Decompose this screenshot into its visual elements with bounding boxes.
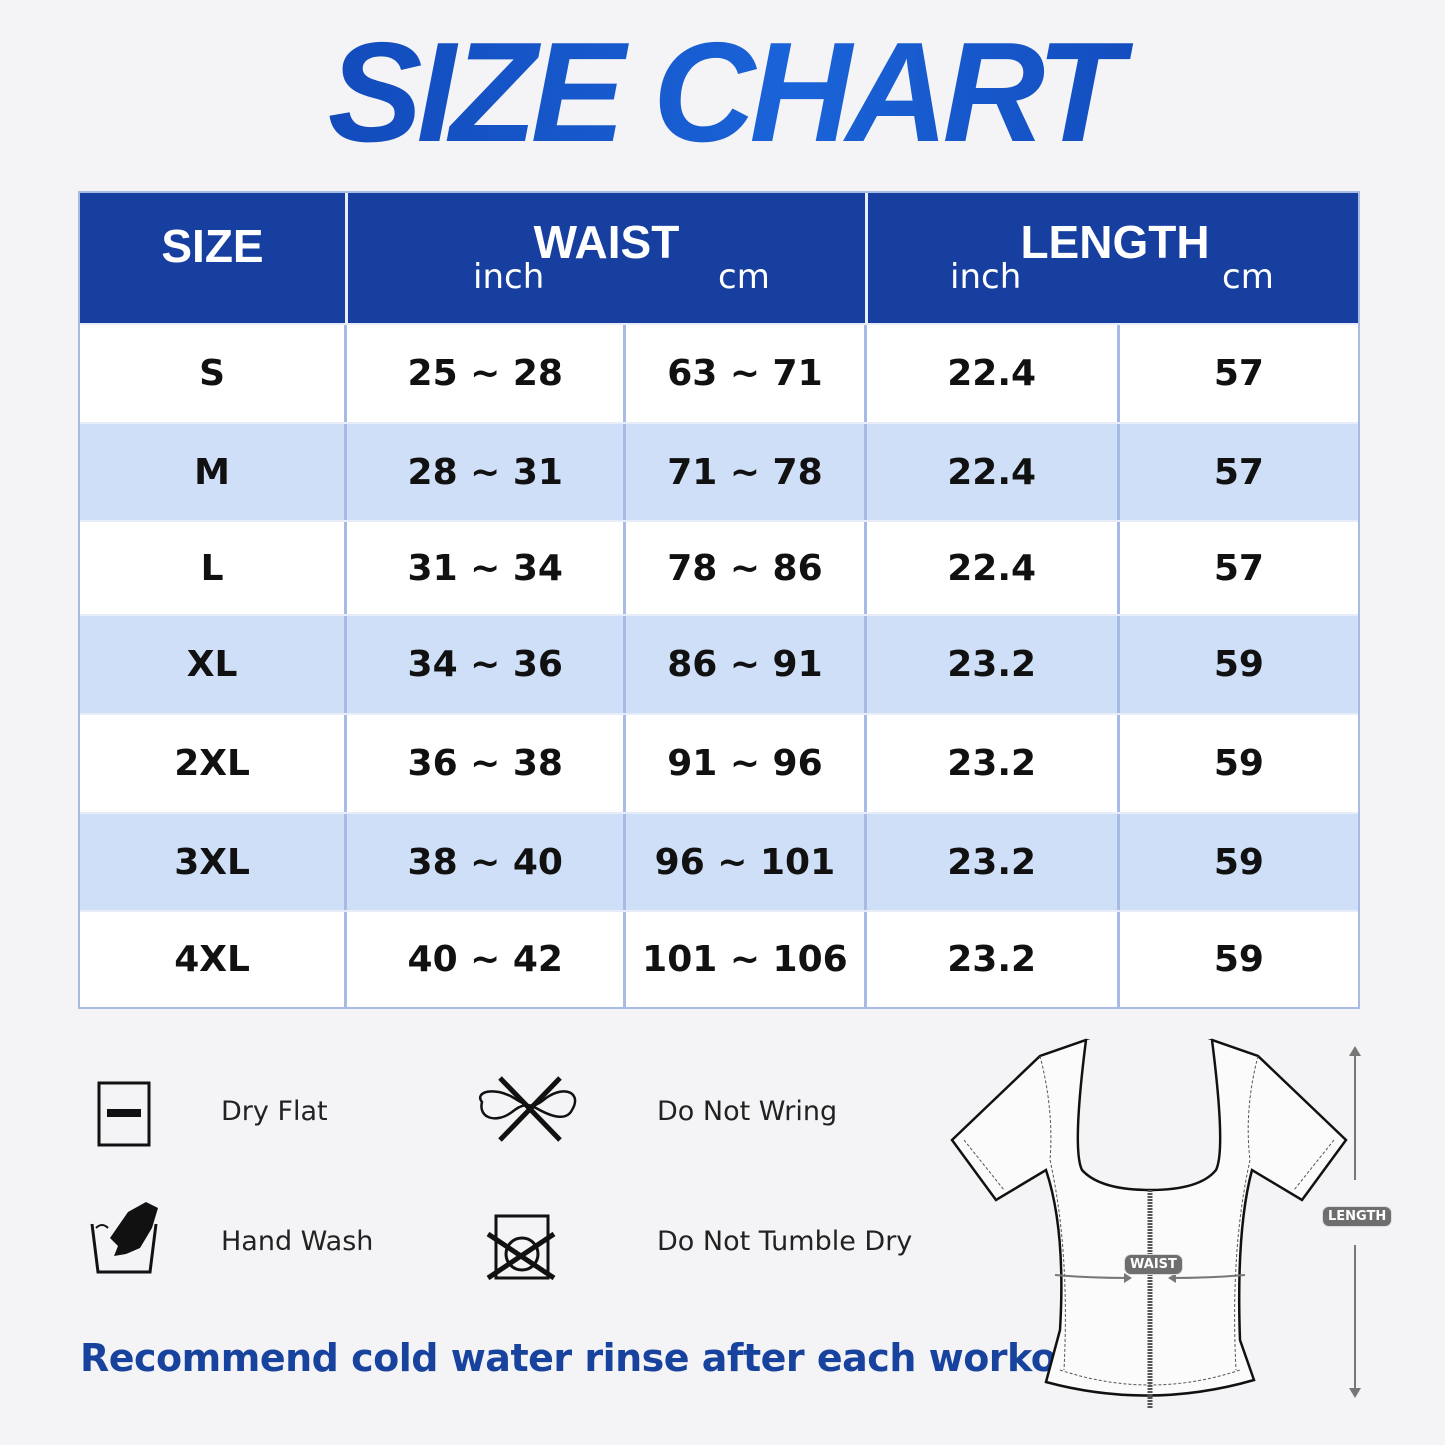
table-row: M 28 ~ 31 71 ~ 78 22.4 57 — [80, 422, 1358, 520]
cell-waist-inch: 28 ~ 31 — [347, 424, 627, 520]
cell-size: 3XL — [80, 814, 348, 910]
page-title: SIZE CHART — [0, 18, 1445, 168]
length-unit-inch: inch — [950, 257, 1022, 297]
cell-size: 4XL — [80, 912, 348, 1007]
table-row: 3XL 38 ~ 40 96 ~ 101 23.2 59 — [80, 812, 1358, 910]
header-size-label: SIZE — [161, 220, 264, 272]
cell-length-inch: 23.2 — [867, 715, 1120, 812]
waist-label: WAIST — [1124, 1254, 1183, 1275]
cell-size: 2XL — [80, 715, 348, 812]
dry-flat-icon — [97, 1081, 151, 1147]
cell-size: XL — [80, 616, 348, 713]
table-row: 2XL 36 ~ 38 91 ~ 96 23.2 59 — [80, 713, 1358, 812]
cell-length-cm: 57 — [1213, 353, 1264, 394]
cell-waist-cm: 71 ~ 78 — [626, 424, 867, 520]
cell-length-inch: 23.2 — [867, 814, 1120, 910]
table-header: SIZE WAIST inch cm LENGTH inch cm — [80, 193, 1358, 323]
cell-waist-cm: 63 ~ 71 — [626, 325, 867, 422]
cell-length-inch: 22.4 — [867, 424, 1120, 520]
table-row: S 25 ~ 28 63 ~ 71 22.4 57 — [80, 323, 1358, 422]
cell-length-cm: 57 — [1213, 547, 1264, 589]
cell-length-inch: 23.2 — [867, 616, 1120, 713]
cell-waist-cm: 91 ~ 96 — [626, 715, 867, 812]
cell-length-cm: 59 — [1213, 939, 1264, 980]
garment-diagram — [950, 1038, 1361, 1408]
cell-size: S — [80, 325, 348, 422]
cell-length-cm: 59 — [1213, 841, 1264, 883]
cell-waist-cm: 86 ~ 91 — [626, 616, 867, 713]
header-waist: WAIST inch cm — [348, 193, 868, 323]
waist-unit-inch: inch — [473, 257, 545, 297]
do-not-tumble-dry-icon — [486, 1214, 556, 1281]
cell-waist-inch: 40 ~ 42 — [347, 912, 627, 1007]
waist-unit-cm: cm — [718, 257, 770, 297]
cell-waist-cm: 101 ~ 106 — [626, 912, 867, 1007]
cell-length-inch: 22.4 — [867, 325, 1120, 422]
length-unit-cm: cm — [1222, 257, 1274, 297]
table-row: 4XL 40 ~ 42 101 ~ 106 23.2 59 — [80, 910, 1358, 1007]
do-not-wring-icon — [479, 1076, 577, 1142]
cell-length-inch: 22.4 — [867, 522, 1120, 614]
cell-length-cm: 57 — [1213, 451, 1264, 493]
size-table: SIZE WAIST inch cm LENGTH inch cm S 25 ~ … — [78, 191, 1360, 1009]
cell-length-cm: 59 — [1213, 644, 1264, 685]
header-length-label: LENGTH — [1020, 216, 1210, 268]
cell-waist-inch: 36 ~ 38 — [347, 715, 627, 812]
cell-size: L — [80, 522, 348, 614]
care-label-hand-wash: Hand Wash — [221, 1226, 374, 1257]
care-note: Recommend cold water rinse after each wo… — [80, 1336, 1115, 1380]
cell-waist-inch: 25 ~ 28 — [347, 325, 627, 422]
cell-length-inch: 23.2 — [867, 912, 1120, 1007]
header-length: LENGTH inch cm — [868, 193, 1362, 323]
cell-waist-cm: 78 ~ 86 — [626, 522, 867, 614]
hand-wash-icon — [90, 1202, 158, 1274]
header-size: SIZE — [80, 193, 348, 323]
care-label-dry-flat: Dry Flat — [221, 1096, 328, 1127]
cell-size: M — [80, 424, 348, 520]
cell-waist-inch: 38 ~ 40 — [347, 814, 627, 910]
header-waist-label: WAIST — [533, 216, 680, 268]
care-label-do-not-tumble-dry: Do Not Tumble Dry — [657, 1226, 913, 1257]
care-label-do-not-wring: Do Not Wring — [657, 1096, 838, 1127]
cell-length-cm: 59 — [1213, 743, 1264, 784]
length-label: LENGTH — [1322, 1206, 1393, 1227]
cell-waist-inch: 34 ~ 36 — [347, 616, 627, 713]
table-row: XL 34 ~ 36 86 ~ 91 23.2 59 — [80, 614, 1358, 713]
cell-waist-cm: 96 ~ 101 — [626, 814, 867, 910]
table-row: L 31 ~ 34 78 ~ 86 22.4 57 — [80, 520, 1358, 614]
cell-waist-inch: 31 ~ 34 — [347, 522, 627, 614]
